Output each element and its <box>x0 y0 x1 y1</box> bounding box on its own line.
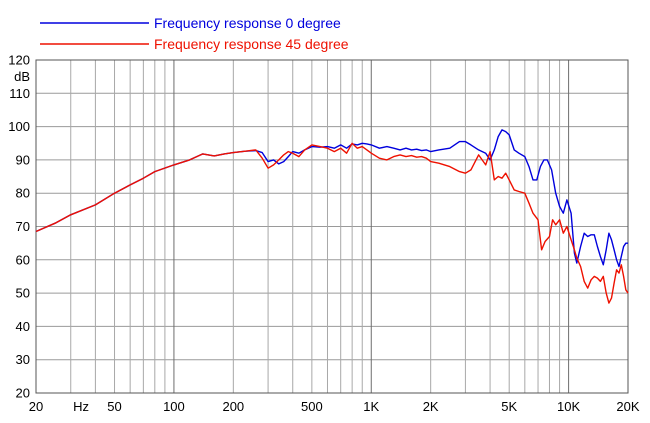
x-tick-label: 500 <box>301 399 323 414</box>
y-tick-label: 30 <box>16 352 30 367</box>
y-tick-label: 40 <box>16 319 30 334</box>
x-tick-label: 20 <box>29 399 43 414</box>
y-tick-label: 120 <box>8 53 30 68</box>
x-tick-label: 2K <box>423 399 439 414</box>
series-line-0-degree <box>35 129 628 268</box>
x-axis-unit: Hz <box>73 399 89 414</box>
y-tick-label: 90 <box>16 152 30 167</box>
y-axis-ticks: 20 30 40 50 60 70 80 90 100 110 120 <box>8 53 30 401</box>
y-tick-label: 110 <box>9 86 30 101</box>
y-tick-label: 50 <box>16 286 30 301</box>
x-tick-label: 50 <box>107 399 121 414</box>
plot-frame <box>35 59 629 394</box>
legend: Frequency response 0 degree Frequency res… <box>40 15 349 52</box>
x-tick-label: 200 <box>222 399 244 414</box>
y-tick-label: 20 <box>16 386 30 401</box>
x-tick-label: 5K <box>501 399 517 414</box>
legend-label: Frequency response 0 degree <box>154 15 341 31</box>
legend-label: Frequency response 45 degree <box>154 36 349 52</box>
y-tick-label: 80 <box>16 186 30 201</box>
y-tick-label: 70 <box>16 219 30 234</box>
y-axis-unit: dB <box>14 69 30 84</box>
x-axis-ticks: 20 50 100 200 500 1K 2K 5K 10K 20K Hz <box>29 399 640 414</box>
x-tick-label: 100 <box>163 399 185 414</box>
series-layer <box>35 129 629 304</box>
x-tick-label: 10K <box>557 399 580 414</box>
y-tick-label: 60 <box>16 252 30 267</box>
y-tick-label: 100 <box>8 119 30 134</box>
x-tick-label: 20K <box>616 399 639 414</box>
series-line-45-degree <box>35 142 629 304</box>
x-tick-label: 1K <box>363 399 379 414</box>
